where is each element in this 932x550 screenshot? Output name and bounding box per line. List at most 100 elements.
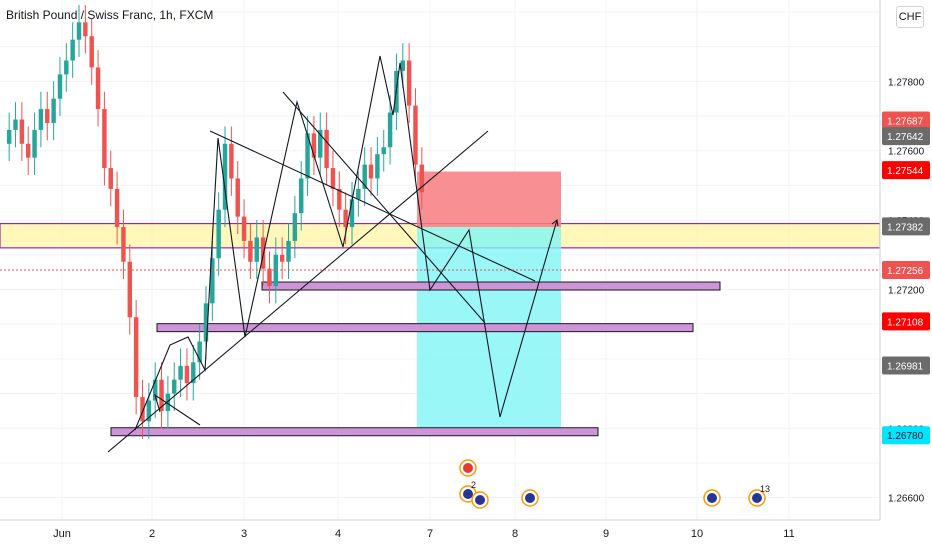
price-label-bg — [882, 426, 930, 445]
candle-body — [178, 365, 183, 380]
uk-flag-icon[interactable] — [521, 489, 539, 507]
time-axis-bg — [0, 520, 932, 550]
candle-body — [172, 379, 177, 394]
swiss-flag-icon[interactable] — [459, 459, 477, 477]
candle-body — [83, 22, 88, 37]
time-tick: 4 — [335, 528, 341, 540]
candle-body — [267, 268, 272, 287]
candle-body — [203, 303, 209, 342]
uk-flag-icon[interactable] — [703, 489, 721, 507]
candle-body — [89, 36, 94, 68]
candle-body — [140, 397, 145, 422]
trend-line — [209, 130, 536, 282]
price-label: 1.27642 — [887, 132, 924, 143]
candle-body — [121, 227, 126, 262]
candle-body — [368, 164, 374, 179]
candle-body — [127, 261, 133, 318]
candle-body — [241, 216, 247, 241]
price-axis: 1.278001.276001.274001.272001.268001.266… — [879, 0, 932, 550]
candle-body — [229, 143, 234, 179]
candle-body — [337, 188, 342, 210]
zone-layer — [0, 171, 881, 437]
candle-body — [114, 188, 120, 228]
uk-flag-icon[interactable]: 13 — [748, 484, 770, 507]
candle-body — [298, 178, 304, 214]
event-dot — [475, 495, 485, 505]
candle-body — [216, 209, 221, 259]
candle-body — [254, 237, 259, 262]
event-dot — [752, 493, 762, 503]
candle-body — [222, 143, 228, 210]
candle-body — [273, 254, 279, 287]
candle-body — [413, 105, 418, 165]
price-label: 1.27108 — [887, 317, 924, 328]
candle-body — [76, 22, 82, 40]
candle-body — [292, 213, 298, 241]
arrow-head — [551, 218, 559, 227]
trend-line — [154, 393, 201, 426]
event-dot — [525, 493, 535, 503]
price-label-bg — [882, 111, 930, 130]
candle-body — [324, 129, 329, 169]
candle-body — [102, 109, 107, 169]
candle-body — [235, 178, 240, 217]
candle-body — [362, 164, 367, 189]
price-label-bg — [882, 356, 930, 375]
trend-line — [282, 91, 486, 324]
event-dot — [463, 489, 473, 499]
candle-body — [184, 365, 190, 384]
candle-body — [311, 133, 317, 158]
candle-body — [57, 74, 63, 99]
time-tick: 2 — [149, 528, 155, 540]
support-box — [156, 323, 694, 333]
candle-body — [19, 119, 25, 144]
currency-button[interactable]: CHF — [896, 6, 924, 28]
price-tick: 1.27800 — [888, 77, 925, 88]
price-label: 1.27256 — [887, 266, 924, 277]
time-tick: Jun — [53, 528, 71, 540]
candle-body — [25, 143, 31, 158]
stop-loss-zone — [417, 171, 561, 228]
time-tick: 11 — [783, 528, 794, 540]
candle-body — [159, 379, 164, 411]
price-label: 1.26780 — [887, 431, 924, 442]
events-row: 2 13 — [459, 459, 770, 509]
candle-body — [279, 254, 285, 262]
time-tick: 10 — [691, 528, 703, 540]
candle-body — [108, 168, 113, 189]
candles — [6, 5, 425, 439]
time-tick: 8 — [512, 528, 518, 540]
price-label-bg — [882, 217, 930, 236]
candle-body — [32, 129, 37, 158]
candle-body — [349, 199, 355, 228]
price-label-bg — [882, 312, 930, 331]
uk-flag-icon[interactable] — [471, 491, 489, 509]
grid — [0, 0, 880, 520]
time-tick: 9 — [603, 528, 609, 540]
candle-body — [400, 60, 406, 71]
time-tick: 7 — [427, 528, 433, 540]
candle-body — [70, 39, 75, 61]
candle-body — [38, 109, 44, 130]
price-label: 1.27382 — [887, 222, 924, 233]
candle-body — [356, 188, 361, 200]
candle-body — [146, 400, 152, 422]
candle-body — [165, 393, 171, 411]
price-tick: 1.27600 — [888, 147, 925, 158]
price-label: 1.27687 — [887, 117, 924, 128]
event-count: 13 — [760, 484, 770, 494]
trend-line — [107, 130, 489, 453]
support-box — [110, 427, 599, 437]
candle-body — [381, 147, 386, 155]
candle-body — [191, 362, 196, 384]
candle-body — [406, 60, 412, 106]
event-dot — [707, 493, 717, 503]
candle-body — [152, 379, 158, 401]
price-label: 1.26981 — [887, 361, 924, 372]
price-tick: 1.26600 — [888, 494, 925, 505]
drawings — [0, 55, 880, 453]
price-label-bg — [882, 161, 930, 180]
candle-body — [13, 119, 18, 130]
candle-body — [95, 67, 101, 110]
